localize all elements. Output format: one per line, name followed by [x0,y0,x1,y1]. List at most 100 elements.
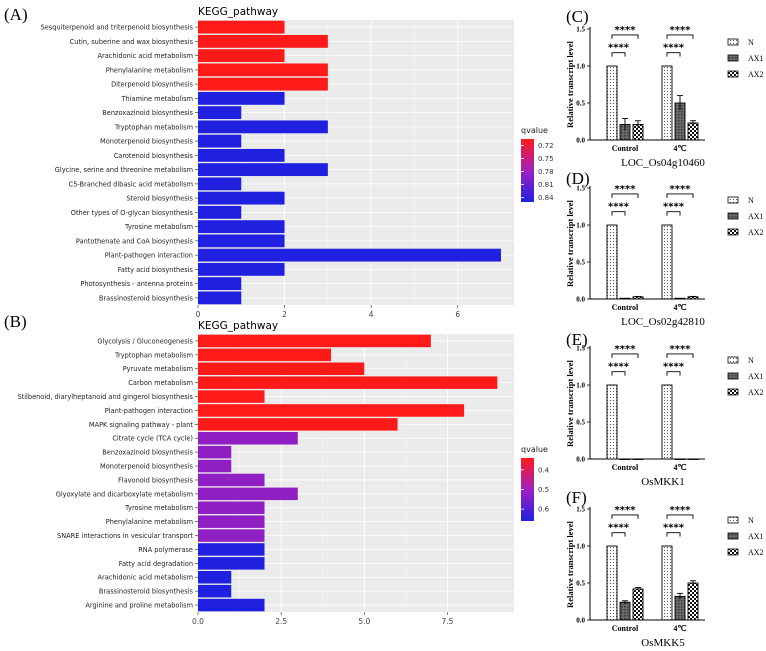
kegg-a-bar-sesquiterpenoid-and-triterpenoid-biosynthesis [198,20,285,34]
transcript-e-bracket-ax1 [666,371,681,376]
kegg-a-category-label: Pantothenate and CoA biosynthesis [76,237,194,245]
transcript-e-bracket-ax1 [611,371,626,376]
transcript-e-bar-control-ax1 [619,458,631,460]
panel-c-label: (C) [566,7,589,26]
kegg-b-x-tick-label: 7.5 [442,617,454,626]
transcript-e-bar-4-ax2 [687,458,699,460]
transcript-d-y-tick-label: 0.0 [576,296,585,304]
kegg-b-category-label: Phenylalanine metabolism [106,518,193,526]
kegg-b-category-label: Flavonoid biosynthesis [118,476,194,484]
kegg-a-bar-arachidonic-acid-metabolism [198,49,285,63]
kegg-a-category-label: Tyrosine metabolism [124,223,193,231]
kegg-a-category-label: Photosynthesis - antenna proteins [80,280,193,288]
transcript-e-y-tick-label: 1.5 [576,345,585,353]
transcript-d-y-tick-label: 1.5 [576,185,585,193]
transcript-e-bar-control-n [606,384,618,460]
kegg-b-bar-carbon-metabolism [198,376,498,389]
kegg-b-x-tick-label: 5.0 [358,617,370,626]
panel-a-label: (A) [4,5,28,24]
kegg-b-bar-pyruvate-metabolism [198,362,365,376]
kegg-a-category-label: C5-Branched dibasic acid metabolism [69,180,193,188]
kegg-a-category-label: Thiamine metabolism [120,95,193,103]
kegg-a-category-label: Brassinosteroid biosynthesis [99,294,194,302]
transcript-d-bar-control-ax1 [619,297,631,300]
kegg-a-category-label: Tryptophan metabolism [114,123,193,131]
transcript-d-bracket-ax1 [611,211,626,216]
transcript-f-bar-control-ax1 [619,601,631,621]
transcript-f-legend-label-ax2: AX2 [748,548,764,557]
transcript-c-legend-label-ax2: AX2 [748,70,764,79]
kegg-b-category-label: Stilbenoid, diarylheptanoid and gingerol… [17,393,193,401]
transcript-c-y-axis-title: Relative transcript level [565,40,575,127]
kegg-b-category-label: Tryptophan metabolism [114,351,193,359]
transcript-e-significance-ax1: **** [663,362,685,373]
transcript-d-x-tick-label: Control [612,303,639,312]
transcript-e-bar-4-ax1 [674,458,686,460]
transcript-c-significance-ax2: **** [615,25,637,36]
kegg-a-bar-steroid-biosynthesis [198,191,285,205]
panel-e-gene: OsMKK1 [641,476,684,488]
transcript-f-significance-ax2: **** [615,505,637,516]
kegg-a-bar-tryptophan-metabolism [198,120,328,134]
transcript-c-y-tick-label: 1.0 [576,63,585,71]
kegg-b-bar-mapk-signaling-pathway-plant [198,418,398,431]
transcript-e-legend-swatch-n [727,356,739,364]
transcript-f-bar-control-n [606,545,618,621]
kegg-b-legend-tick-label: 0.6 [538,506,550,514]
kegg-a-legend-colorbar [521,139,534,202]
kegg-a-bar-fatty-acid-biosynthesis [198,262,285,276]
kegg-a-category-label: Plant-pathogen interaction [105,252,193,260]
kegg-a-bar-other-types-of-o-glycan-biosynthesis [198,205,242,219]
kegg-b-bar-rna-polymerase [198,543,265,556]
kegg-a-legend-tick-label: 0.84 [538,194,554,202]
kegg-a-bar-glycine-serine-and-threonine-metabolism [198,163,328,177]
transcript-f-legend-label-ax1: AX1 [748,532,764,541]
transcript-c-legend-label-ax1: AX1 [748,54,764,63]
kegg-b-category-label: SNARE interactions in vesicular transpor… [57,532,193,540]
kegg-a-bar-c5-branched-dibasic-acid-metabolism [198,177,242,191]
kegg-a-bar-brassinosteroid-biosynthesis [198,291,242,305]
transcript-d-significance-ax1: **** [608,202,630,213]
transcript-f-bar-4-ax2 [687,582,699,621]
kegg-a-category-label: Diterpenoid biosynthesis [111,81,193,89]
transcript-e-bracket-ax2 [611,353,639,358]
kegg-b-category-label: Tyrosine metabolism [124,504,193,512]
panel-d-label: (D) [566,169,590,188]
kegg-a-bar-phenylalanine-metabolism [198,63,328,77]
kegg-b-x-tick-label: 2.5 [275,617,287,626]
transcript-f-bracket-ax2 [666,514,694,519]
kegg-b-bar-tyrosine-metabolism [198,501,265,515]
transcript-c-significance-ax2: **** [670,25,692,36]
kegg-b-bar-stilbenoid-diarylheptanoid-and-gingerol-biosynthesis [198,390,265,403]
kegg-b-category-label: Glyoxylate and dicarboxylate metabolism [56,490,193,498]
kegg-a-category-label: Cutin, suberine and wax biosynthesis [70,38,194,46]
kegg-a-x-tick-label: 6 [455,310,460,319]
kegg-b-bar-arginine-and-proline-metabolism [198,598,265,612]
transcript-d-y-axis-title: Relative transcript level [565,199,575,286]
kegg-b-category-label: Benzoxazinoid biosynthesis [102,449,193,457]
transcript-f-significance-ax1: **** [663,523,685,534]
kegg-a-category-label: Steroid biosynthesis [126,195,193,203]
transcript-e-y-tick-label: 1.0 [576,382,585,390]
transcript-e-legend-label-ax2: AX2 [748,388,764,397]
transcript-d-significance-ax1: **** [663,202,685,213]
kegg-b-title: KEGG_pathway [198,320,278,332]
kegg-b-legend-tick-label: 0.4 [538,466,550,474]
transcript-f-bar-4-ax1 [674,595,686,621]
transcript-f-y-tick-label: 0.0 [576,617,585,625]
transcript-d-legend-swatch-ax2 [727,228,739,236]
transcript-e-significance-ax2: **** [670,344,692,355]
panel-f-label: (F) [566,488,587,507]
kegg-a-bar-plant-pathogen-interaction [198,248,502,262]
transcript-e-bar-control-ax2 [632,458,644,460]
transcript-f-bracket-ax1 [611,532,626,537]
transcript-d-significance-ax2: **** [615,184,637,195]
transcript-f-legend-swatch-ax1 [727,532,739,540]
transcript-e-bar-4-n [661,384,673,460]
kegg-b-bar-glyoxylate-and-dicarboxylate-metabolism [198,487,298,501]
kegg-a-category-label: Carotenoid biosynthesis [114,152,194,160]
kegg-b-category-label: Arginine and proline metabolism [85,601,193,609]
kegg-a-legend-tick-label: 0.72 [538,142,554,150]
